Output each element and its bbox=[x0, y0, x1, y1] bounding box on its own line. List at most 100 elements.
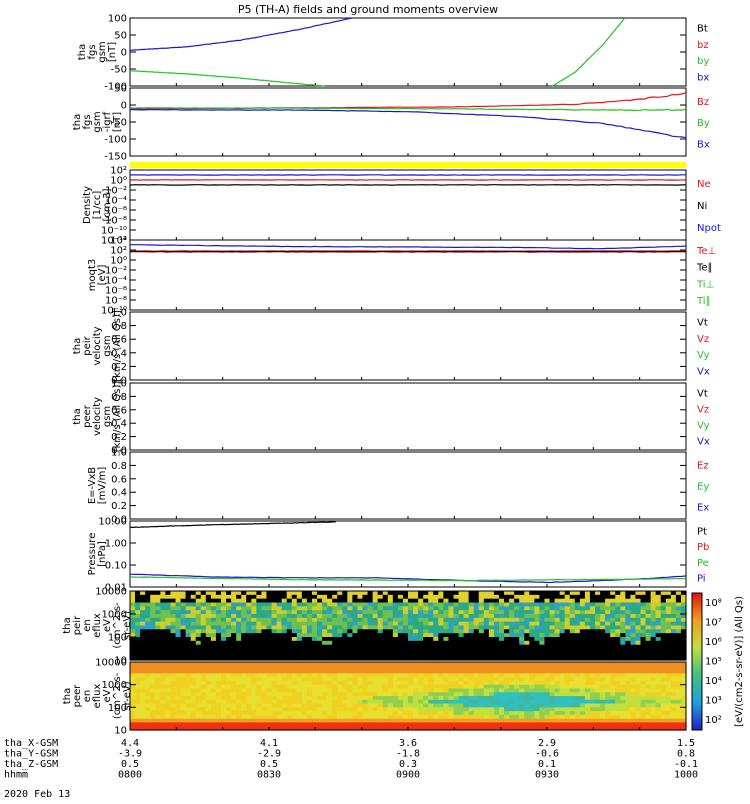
x-tick-label: -0.1 bbox=[674, 759, 698, 770]
legend-entry: Pe bbox=[697, 558, 709, 569]
x-tick-label: 1000 bbox=[674, 770, 698, 781]
x-tick-label: 4.4 bbox=[121, 738, 139, 749]
series-line bbox=[130, 522, 336, 528]
y-axis-label: [mV/m] bbox=[97, 467, 108, 505]
legend-entry: by bbox=[697, 56, 709, 67]
y-tick-label: 0.2 bbox=[111, 501, 127, 512]
x-tick-label: 0.1 bbox=[538, 759, 556, 770]
panel-p4: 10⁴10²10⁰10⁻²10⁻⁴10⁻⁶10⁻⁸10⁻¹⁰moqt3[eV]T… bbox=[87, 236, 716, 317]
y-tick-label: 0.8 bbox=[111, 461, 127, 472]
x-axis-row-label: hhmm bbox=[4, 770, 28, 781]
y-tick-label: 0 bbox=[121, 48, 127, 59]
y-axis-label: [nT] bbox=[107, 42, 118, 62]
legend-entry: bx bbox=[697, 72, 709, 83]
x-tick-label: -3.9 bbox=[118, 749, 142, 760]
x-axis-row-label: tha_Z-GSM bbox=[4, 759, 58, 770]
y-tick-label: 10.00 bbox=[98, 517, 127, 528]
figure-title: P5 (TH-A) fields and ground moments over… bbox=[238, 3, 498, 16]
colorbar bbox=[692, 593, 702, 730]
y-tick-label: 1.0 bbox=[111, 448, 127, 459]
legend-entry: Ex bbox=[697, 502, 709, 513]
colorbar-tick: 10² bbox=[705, 715, 722, 726]
colorbar-tick: 10⁶ bbox=[705, 637, 722, 648]
x-tick-label: -2.9 bbox=[257, 749, 281, 760]
colorbar-tick: 10⁴ bbox=[705, 676, 722, 687]
colorbar-tick: 10⁸ bbox=[705, 598, 722, 609]
legend-entry: Ni bbox=[697, 201, 707, 212]
legend-entry: Ti⊥ bbox=[696, 279, 714, 290]
legend-entry: Vy bbox=[697, 420, 710, 431]
legend-entry: Vx bbox=[697, 366, 710, 377]
x-tick-label: 0.5 bbox=[121, 759, 139, 770]
x-axis-row-label: tha_Y-GSM bbox=[4, 749, 58, 760]
legend-entry: Vz bbox=[697, 334, 709, 345]
y-axis-label: sr-eV) bbox=[122, 681, 133, 710]
x-tick-label: 0800 bbox=[118, 770, 142, 781]
x-tick-label: 0930 bbox=[535, 770, 559, 781]
y-axis-label: [nPa] bbox=[97, 541, 108, 567]
legend-entry: Ez bbox=[697, 461, 709, 472]
panel-frame bbox=[130, 452, 686, 519]
series-line bbox=[130, 245, 686, 249]
colorbar-tick: 10³ bbox=[705, 696, 722, 707]
legend-entry: Te⊥ bbox=[696, 246, 716, 257]
y-tick-label: 0.4 bbox=[111, 488, 127, 499]
y-tick-label: 0 bbox=[121, 101, 127, 112]
colorbar-label: [eV/(cm2-s-sr-eV)] (All Qs) bbox=[734, 596, 745, 727]
legend-entry: Pt bbox=[697, 526, 707, 537]
y-tick-label: -100 bbox=[104, 135, 127, 146]
date-label: 2020 Feb 13 bbox=[4, 789, 70, 800]
y-tick-label: 50 bbox=[114, 84, 127, 95]
legend-entry: Bx bbox=[697, 139, 710, 150]
panel-frame bbox=[130, 383, 686, 450]
legend-entry: By bbox=[697, 118, 710, 129]
x-tick-label: 4.1 bbox=[260, 738, 278, 749]
y-axis-label: [nT] bbox=[112, 112, 123, 132]
x-tick-label: 1.5 bbox=[677, 738, 695, 749]
x-tick-label: 0900 bbox=[396, 770, 420, 781]
legend-entry: Ti∥ bbox=[696, 296, 711, 307]
legend-entry: Te∥ bbox=[696, 263, 713, 274]
y-axis-label: [eV] bbox=[97, 265, 108, 286]
y-axis-label: sr-eV) bbox=[122, 611, 133, 640]
colorbar-tick: 10⁵ bbox=[705, 657, 722, 668]
x-tick-label: -1.8 bbox=[396, 749, 420, 760]
x-tick-label: 0.3 bbox=[399, 759, 417, 770]
y-axis-label: [km/s (All Qs)] bbox=[112, 381, 123, 453]
x-tick-label: 2.9 bbox=[538, 738, 556, 749]
y-tick-label: 100 bbox=[108, 14, 127, 25]
x-tick-label: 0830 bbox=[257, 770, 281, 781]
x-tick-label: 0.8 bbox=[677, 749, 695, 760]
panel-frame bbox=[130, 88, 686, 156]
legend-entry: Bt bbox=[697, 24, 708, 35]
y-tick-label: -150 bbox=[104, 152, 127, 163]
series-line bbox=[130, 110, 686, 138]
series-line bbox=[553, 18, 625, 86]
legend-entry: Ne bbox=[697, 179, 711, 190]
series-line bbox=[130, 18, 352, 50]
panel-p3: 10²10⁰10⁻²10⁻⁴10⁻⁶10⁻⁸10⁻¹⁰10⁻¹²Density[… bbox=[82, 166, 721, 247]
y-tick-label: 50 bbox=[114, 31, 127, 42]
legend-entry: bz bbox=[697, 40, 709, 51]
colorbar-tick: 10⁷ bbox=[705, 617, 722, 628]
y-tick-label: 10 bbox=[114, 726, 127, 737]
series-line bbox=[130, 71, 325, 86]
y-tick-label: -50 bbox=[111, 65, 127, 76]
y-tick-label: 0.10 bbox=[105, 561, 127, 572]
x-axis-row-label: tha_X-GSM bbox=[4, 738, 58, 749]
panel-frame bbox=[130, 312, 686, 380]
legend-entry: Vz bbox=[697, 405, 709, 416]
legend-entry: Vt bbox=[697, 389, 708, 400]
legend-entry: Npot bbox=[697, 223, 721, 234]
x-tick-label: -0.6 bbox=[535, 749, 559, 760]
legend-entry: Vt bbox=[697, 318, 708, 329]
x-tick-label: 3.6 bbox=[399, 738, 417, 749]
y-axis-label: [km/s (All Qs)] bbox=[112, 310, 123, 382]
